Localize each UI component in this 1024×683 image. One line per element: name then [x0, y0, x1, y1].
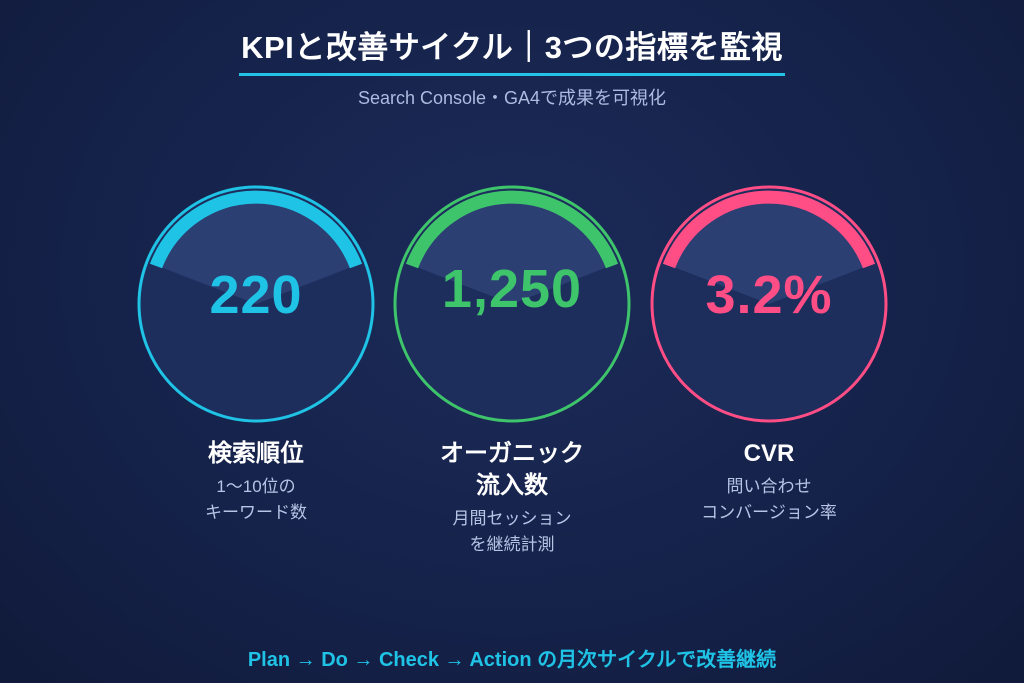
kpi-card-organic-traffic: 1,250 オーガニック 流入数 月間セッション を継続計測 — [382, 182, 642, 558]
kpi-label-line: 流入数 — [476, 472, 548, 499]
kpi-card-cvr: 3.2% CVR 問い合わせ コンバージョン率 — [639, 182, 899, 526]
kpi-label: オーガニック 流入数 — [382, 438, 642, 502]
footer-cycle-text: Plan → Do → Check → Action の月次サイクルで改善継続 — [247, 649, 777, 671]
gauge-ring — [393, 185, 631, 423]
kpi-label: CVR — [743, 440, 795, 467]
kpi-value: 3.2% — [705, 265, 833, 325]
kpi-description-line: キーワード数 — [205, 503, 307, 522]
gauge-highlight-wedge — [671, 198, 867, 304]
gauge-ring — [650, 185, 888, 423]
kpi-value: 220 — [209, 265, 303, 325]
kpi-description: 月間セッション を継続計測 — [382, 506, 642, 558]
gauge-search-rank: 220 — [134, 182, 378, 426]
gauge-progress-arc — [405, 190, 619, 269]
page-subtitle: Search Console・GA4で成果を可視化 — [357, 88, 667, 108]
kpi-value: 1,250 — [441, 259, 583, 319]
kpi-card-search-rank: 220 検索順位 1〜10位の キーワード数 — [126, 182, 386, 526]
kpi-label-line: オーガニック — [440, 440, 584, 467]
header: KPIと改善サイクル｜3つの指標を監視 Search Console・GA4で成… — [0, 22, 1024, 110]
kpi-description: 問い合わせ コンバージョン率 — [639, 474, 899, 526]
gauge-highlight-wedge — [414, 198, 610, 304]
kpi-description-line: 1〜10位の — [216, 477, 296, 496]
gauge-highlight-wedge — [158, 198, 354, 304]
kpi-label: 検索順位 — [208, 440, 304, 467]
kpi-row: 220 検索順位 1〜10位の キーワード数 1,250 オーガニック 流入数 … — [0, 182, 1024, 602]
gauge-progress-arc — [149, 190, 363, 269]
kpi-description: 1〜10位の キーワード数 — [126, 474, 386, 526]
kpi-description-line: コンバージョン率 — [701, 503, 837, 522]
kpi-description-line: 問い合わせ — [726, 477, 812, 496]
gauge-ring — [137, 185, 375, 423]
gauge-organic-traffic: 1,250 — [390, 182, 634, 426]
page-title: KPIと改善サイクル｜3つの指標を監視 — [239, 22, 785, 76]
gauge-cvr: 3.2% — [647, 182, 891, 426]
kpi-description-line: 月間セッション — [452, 509, 572, 528]
kpi-description-line: を継続計測 — [469, 535, 555, 554]
gauge-progress-arc — [662, 190, 876, 269]
